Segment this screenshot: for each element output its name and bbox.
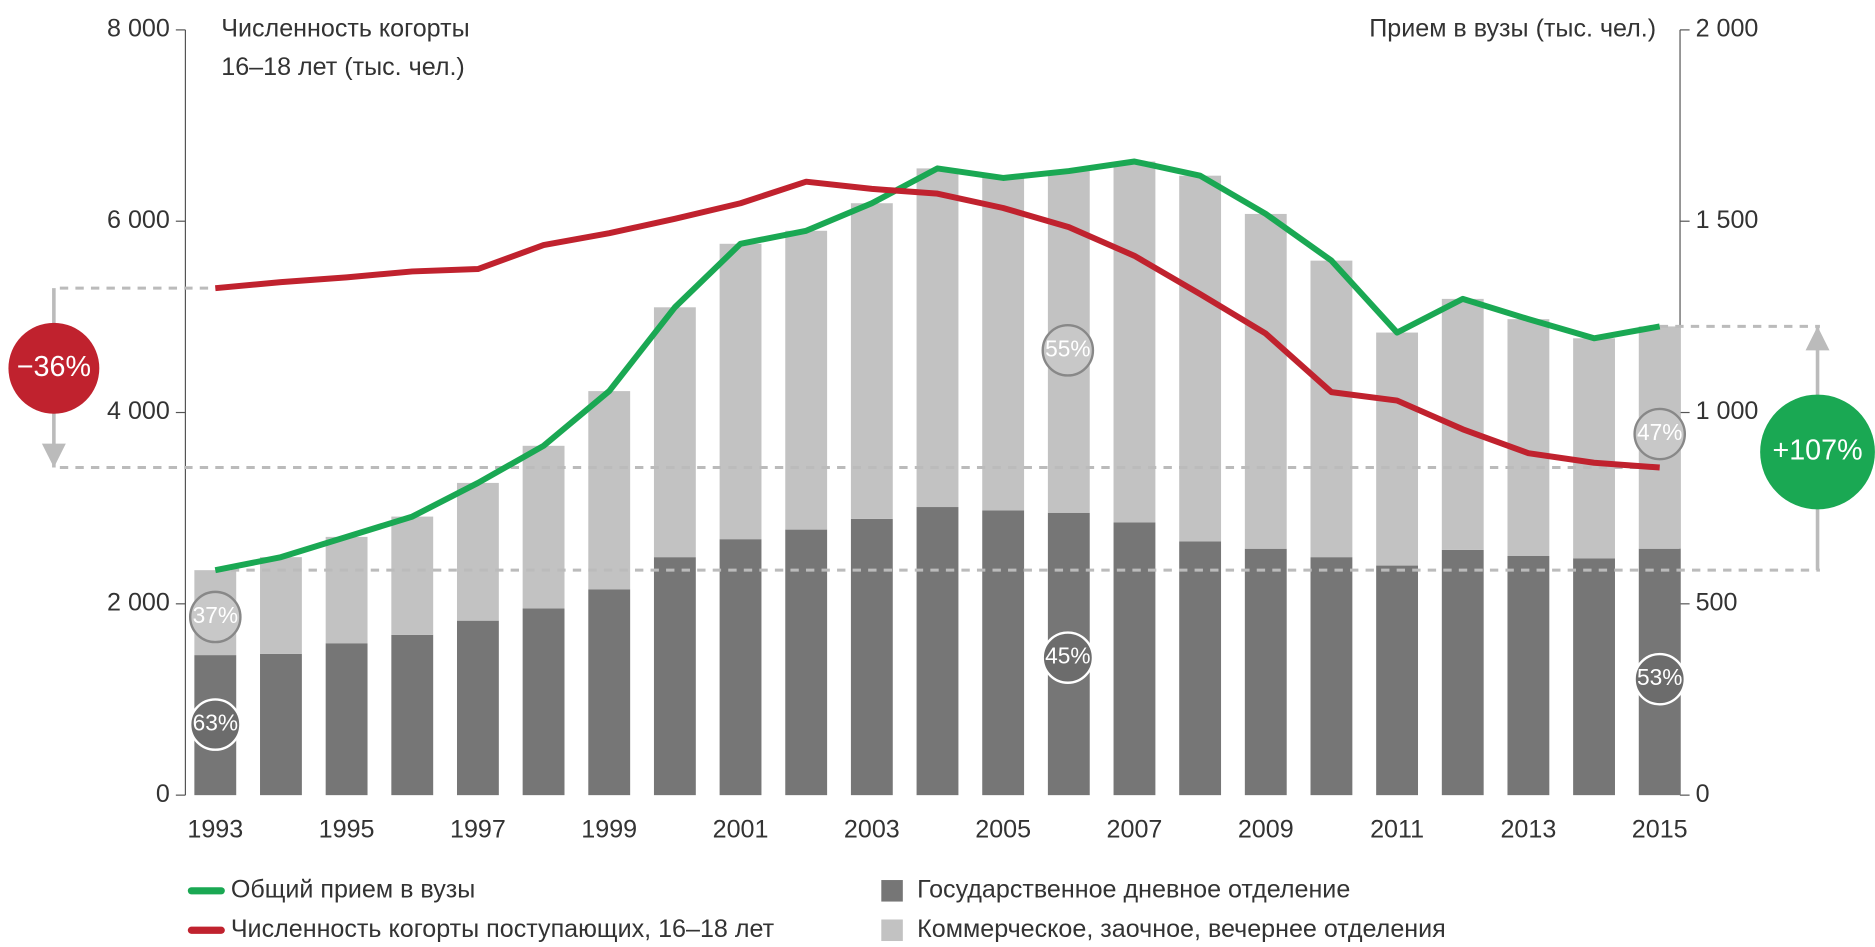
bar — [325, 643, 368, 796]
bar — [850, 203, 893, 519]
annotation-badge — [1760, 394, 1875, 510]
y-axis-title: Численность когорты — [221, 15, 469, 43]
y2-tick-label: 1 500 — [1696, 206, 1759, 234]
bar — [1113, 522, 1156, 796]
x-tick-label: 2005 — [975, 816, 1031, 844]
annotation: 45% — [1045, 643, 1090, 669]
y2-tick-label: 500 — [1696, 588, 1738, 616]
bar — [260, 557, 302, 654]
annotation-badge — [1633, 652, 1687, 706]
bar — [456, 620, 499, 796]
x-tick-label: 2011 — [1370, 816, 1424, 844]
legend-swatch — [881, 880, 903, 902]
bar — [1179, 541, 1222, 796]
arrow-head — [1805, 326, 1830, 351]
bar — [785, 230, 828, 530]
x-tick-label: 1993 — [187, 816, 243, 844]
bar — [1376, 565, 1419, 796]
bar — [522, 445, 565, 609]
annotation: 55% — [1045, 335, 1090, 361]
y2-tick-label: 1 000 — [1696, 397, 1759, 425]
bar — [522, 608, 565, 796]
bar — [1310, 260, 1353, 558]
y-axis-title: 16–18 лет (тыс. чел.) — [221, 53, 465, 81]
bar — [588, 589, 631, 796]
x-tick-label: 2015 — [1632, 816, 1688, 844]
x-tick-label: 2007 — [1107, 816, 1163, 844]
y-tick-label: 2 000 — [107, 588, 170, 616]
bar — [785, 529, 828, 796]
x-tick-label: 1997 — [450, 816, 506, 844]
bar — [1376, 332, 1419, 566]
x-tick-label: 2003 — [844, 816, 900, 844]
legend-label: Общий прием в вузы — [231, 875, 475, 903]
x-tick-label: 2001 — [713, 816, 769, 844]
bar — [719, 243, 762, 540]
bar — [982, 177, 1025, 511]
bar — [850, 518, 893, 796]
bar — [391, 516, 434, 635]
bar — [1179, 175, 1222, 542]
y2-tick-label: 0 — [1696, 780, 1710, 808]
legend-label: Коммерческое, заочное, вечернее отделени… — [917, 915, 1446, 943]
x-tick-label: 1999 — [581, 816, 637, 844]
bar — [456, 482, 499, 621]
bar — [260, 653, 302, 796]
legend-swatch — [881, 919, 903, 942]
annotation-badge — [8, 322, 100, 414]
x-tick-label: 2009 — [1238, 816, 1294, 844]
bar — [719, 539, 762, 796]
annotation: 53% — [1637, 664, 1682, 690]
bar — [391, 634, 434, 796]
bar — [1244, 213, 1287, 549]
bar — [1573, 558, 1615, 796]
bar — [1507, 319, 1550, 557]
y-tick-label: 4 000 — [107, 397, 170, 425]
annotation-badge — [1041, 324, 1095, 377]
annotation-badge — [188, 698, 242, 751]
bar — [916, 168, 959, 508]
annotation-badge — [1041, 631, 1095, 684]
y-tick-label: 6 000 — [107, 206, 170, 234]
bar — [653, 557, 696, 796]
bar — [1113, 161, 1156, 523]
bar — [982, 510, 1025, 796]
bar — [653, 307, 696, 558]
annotation: +107% — [1772, 435, 1862, 467]
y2-tick-label: 2 000 — [1696, 15, 1759, 43]
arrow-head — [41, 443, 66, 468]
bar — [325, 536, 368, 644]
y-tick-label: 0 — [156, 780, 170, 808]
annotation: 37% — [193, 602, 238, 628]
bar — [1310, 557, 1353, 796]
annotation-badge — [188, 590, 242, 644]
annotation: 47% — [1637, 419, 1682, 445]
legend-label: Численность когорты поступающих, 16–18 л… — [231, 915, 775, 943]
line — [215, 178, 1660, 471]
y-tick-label: 8 000 — [107, 15, 170, 43]
annotation: −36% — [17, 351, 91, 383]
x-tick-label: 2013 — [1500, 816, 1556, 844]
annotation: 63% — [193, 710, 238, 736]
bar — [916, 507, 959, 796]
x-tick-label: 1995 — [319, 816, 375, 844]
bar — [1573, 338, 1615, 559]
annotation-badge — [1633, 407, 1687, 461]
line — [214, 158, 1661, 574]
bar — [1441, 549, 1484, 796]
bar — [588, 391, 631, 590]
legend-label: Государственное дневное отделение — [917, 875, 1350, 903]
bar — [1507, 556, 1550, 796]
bar — [1244, 548, 1287, 796]
y2-axis-title: Прием в вузы (тыс. чел.) — [1369, 15, 1656, 43]
